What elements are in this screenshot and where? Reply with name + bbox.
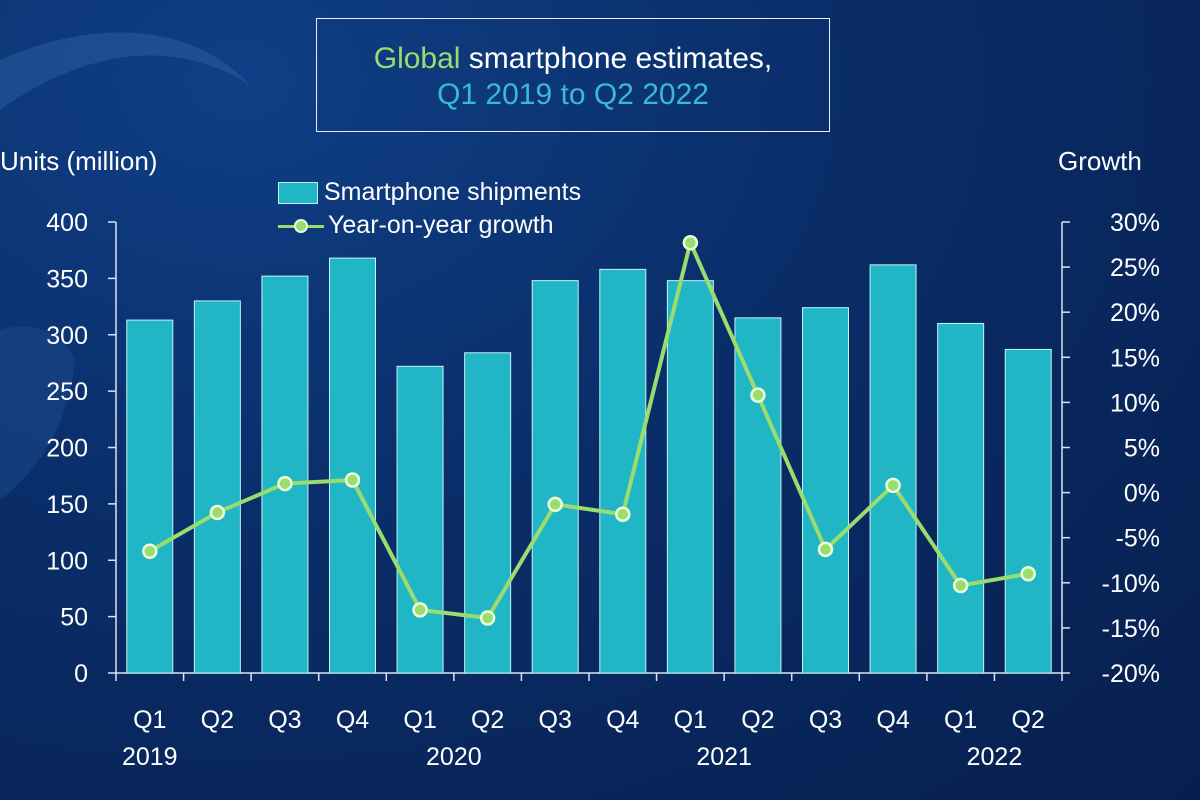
- y-tick-label: 50: [60, 604, 88, 632]
- growth-point: [209, 504, 226, 521]
- x-tick-label: Q2: [201, 706, 234, 734]
- bar: [734, 317, 782, 674]
- line-series: [142, 234, 1036, 626]
- y-tick-label: 150: [46, 491, 88, 519]
- y2-axis-title: Growth: [1058, 146, 1142, 176]
- tick-labels: 0 50 100 150 200 250 300 350 400 -20% -15% -10% -5% 0…: [46, 209, 1160, 771]
- legend-line-swatch: [278, 215, 324, 237]
- y2-tick-label: 15%: [1110, 344, 1160, 372]
- y-tick-label: 400: [46, 209, 88, 237]
- bar: [396, 365, 444, 674]
- bar: [937, 322, 985, 674]
- bar: [261, 275, 309, 674]
- x-tick-label: Q1: [133, 706, 166, 734]
- y2-tick-label: 0%: [1124, 480, 1160, 508]
- growth-point: [479, 610, 496, 626]
- y2-tick-label: 30%: [1110, 209, 1160, 237]
- y-axis-title: Units (million): [0, 146, 158, 176]
- growth-point: [817, 541, 834, 558]
- y2-tick-label: -20%: [1102, 660, 1160, 688]
- growth-point: [344, 472, 361, 488]
- growth-point: [615, 506, 631, 522]
- legend-item-growth: Year-on-year growth: [278, 209, 581, 242]
- y2-tick-label: -10%: [1102, 570, 1160, 598]
- legend-label-shipments: Smartphone shipments: [324, 178, 582, 206]
- axes: [108, 221, 1070, 681]
- growth-point: [750, 387, 766, 403]
- y-tick-label: 250: [46, 378, 88, 406]
- legend-bar-swatch: [278, 181, 318, 204]
- title-keyword: Global: [373, 42, 461, 75]
- y2-tick-label: -5%: [1116, 525, 1160, 553]
- x-tick-label: Q1: [674, 706, 707, 734]
- chart-subtitle: Q1 2019 to Q2 2022: [437, 78, 709, 111]
- y2-tick-label: 10%: [1110, 389, 1160, 417]
- chart-legend: Smartphone shipments Year-on-year growth: [278, 176, 581, 242]
- x-tick-label: Q4: [876, 706, 909, 734]
- growth-point: [682, 234, 699, 251]
- year-label: 2019: [122, 743, 178, 771]
- y-tick-label: 300: [46, 322, 88, 350]
- year-label: 2021: [696, 743, 752, 771]
- chart-title: Global smartphone estimates,: [317, 41, 829, 77]
- growth-point: [412, 602, 428, 618]
- y2-tick-label: 5%: [1124, 435, 1160, 463]
- y-tick-label: 200: [46, 435, 88, 463]
- growth-point: [1020, 566, 1036, 582]
- x-tick-label: Q4: [336, 706, 369, 734]
- y-tick-label: 0: [74, 660, 88, 688]
- x-tick-label: Q4: [606, 706, 639, 734]
- growth-point: [547, 496, 563, 513]
- x-tick-label: Q3: [268, 706, 301, 734]
- legend-label-growth: Year-on-year growth: [328, 211, 554, 239]
- bar: [599, 268, 647, 674]
- y-tick-label: 350: [46, 265, 88, 293]
- growth-point: [277, 475, 293, 492]
- bar: [531, 280, 579, 674]
- y2-tick-label: -15%: [1102, 615, 1160, 643]
- legend-item-shipments: Smartphone shipments: [278, 176, 581, 209]
- x-tick-label: Q3: [539, 706, 572, 734]
- y-tick-label: 100: [46, 547, 88, 575]
- x-tick-label: Q2: [741, 706, 774, 734]
- bar: [329, 257, 376, 674]
- x-tick-label: Q1: [403, 706, 436, 734]
- x-tick-label: Q1: [944, 706, 977, 734]
- growth-line: [148, 240, 1029, 620]
- year-label: 2020: [426, 743, 482, 771]
- x-tick-label: Q3: [809, 706, 842, 734]
- year-label: 2022: [967, 743, 1023, 771]
- y2-tick-label: 20%: [1110, 299, 1160, 327]
- bar: [126, 319, 174, 674]
- bar: [1004, 348, 1052, 674]
- chart-title-box: Global smartphone estimates, Q1 2019 to …: [316, 18, 830, 132]
- bar: [869, 264, 917, 674]
- bar-series: [126, 257, 1052, 674]
- y2-tick-label: 25%: [1110, 254, 1160, 282]
- bar: [802, 307, 849, 674]
- growth-point: [885, 477, 901, 494]
- title-rest: smartphone estimates,: [460, 42, 773, 75]
- growth-point: [952, 577, 969, 594]
- growth-point: [142, 543, 158, 559]
- x-tick-label: Q2: [1012, 706, 1045, 734]
- x-tick-label: Q2: [471, 706, 504, 734]
- bar: [193, 300, 241, 674]
- bar: [666, 280, 714, 674]
